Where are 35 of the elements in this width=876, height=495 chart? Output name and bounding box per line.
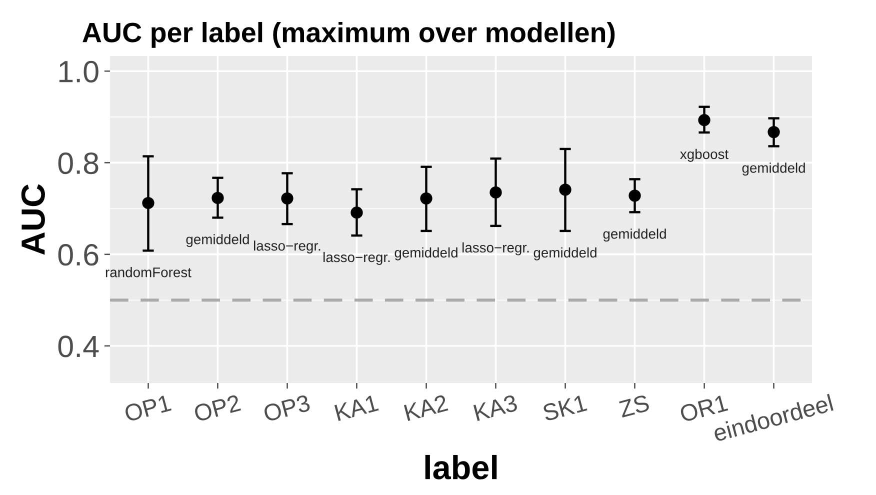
point: [559, 184, 572, 196]
y-tick-label: 0.4: [58, 336, 99, 358]
annotation: gemiddeld: [394, 247, 458, 260]
point: [142, 196, 154, 210]
y-axis-title: AUC: [21, 184, 45, 255]
y-tick-label: 0.8: [58, 152, 98, 174]
annotation: xgboost: [680, 148, 728, 162]
annotation: randomForest: [106, 267, 192, 278]
annotation: lasso−regr.: [254, 240, 320, 254]
chart-title: AUC per label (maximum over modellen): [82, 22, 615, 48]
x-tick-label: KA2: [404, 394, 448, 421]
annotation: lasso−regr.: [462, 242, 529, 256]
point: [212, 192, 224, 204]
annotation: lasso−regr.: [324, 252, 390, 265]
x-tick-label: OP1: [124, 394, 172, 422]
x-tick-label: OP3: [262, 394, 311, 422]
annotation: gemiddeld: [603, 228, 666, 242]
annotation: gemiddeld: [186, 234, 249, 248]
point: [768, 126, 780, 138]
annotation: gemiddeld: [534, 247, 596, 260]
x-tick-label: KA1: [334, 394, 379, 421]
x-tick-label: ZS: [618, 394, 650, 418]
annotation: gemiddeld: [742, 162, 805, 176]
point: [420, 192, 432, 205]
y-tick-label: 1.0: [59, 60, 98, 82]
x-axis-title: label: [425, 454, 497, 480]
point: [628, 190, 641, 202]
point: [698, 114, 710, 126]
y-tick-label: 0.6: [58, 244, 98, 266]
x-tick-label: KA3: [473, 394, 518, 422]
x-tick-label: SK1: [542, 394, 588, 422]
x-tick-label: OP2: [193, 394, 242, 422]
point: [350, 206, 363, 219]
point: [490, 186, 502, 199]
point: [281, 192, 294, 205]
